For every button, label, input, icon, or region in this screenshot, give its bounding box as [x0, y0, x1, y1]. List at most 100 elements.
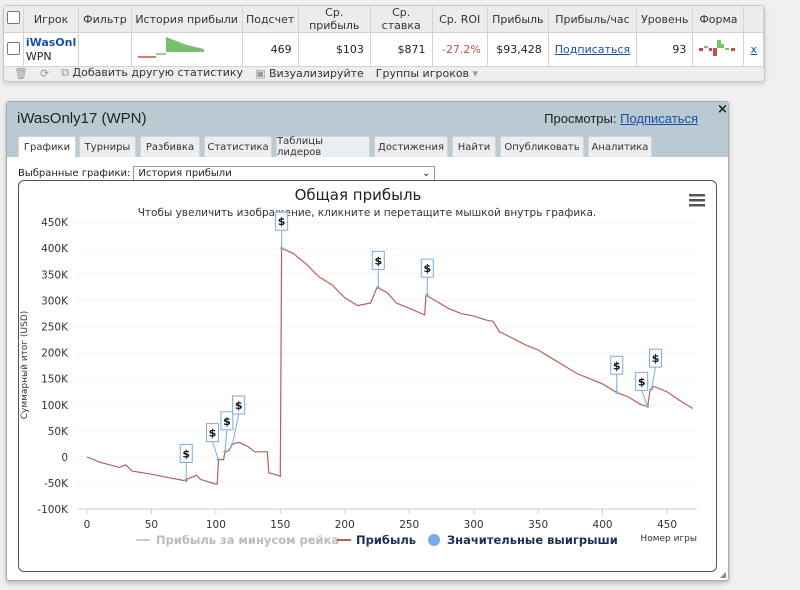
big-win-label: $ — [182, 447, 190, 460]
chart-subtitle: Чтобы увеличить изображение, кликните и … — [138, 207, 597, 219]
views-label: Просмотры: — [544, 111, 617, 126]
y-axis-label: Суммарный итог (USD) — [20, 311, 30, 420]
big-win-marker[interactable]: $ — [275, 211, 289, 250]
y-tick-label: 450K — [41, 217, 69, 229]
y-tick-label: 300K — [41, 295, 69, 307]
close-panel-button[interactable]: × — [717, 102, 728, 117]
trash-icon[interactable]: 🗑 — [14, 66, 28, 80]
col-avg-stake[interactable]: Ср. ставка — [370, 6, 433, 33]
legend-item-big-wins[interactable]: Значительные выигрыши — [428, 533, 618, 547]
y-tick-label: 100K — [41, 400, 69, 412]
x-tick-label: 150 — [270, 519, 290, 531]
network: WPN — [25, 49, 52, 63]
player-link[interactable]: iWasOnl — [25, 35, 77, 49]
tab-publish[interactable]: Опубликовать — [500, 136, 584, 157]
chart-selector-label: Выбранные графики: — [18, 168, 131, 179]
big-win-label: $ — [652, 352, 660, 365]
big-win-marker[interactable]: $ — [635, 371, 650, 408]
big-win-marker[interactable]: $ — [649, 348, 663, 391]
refresh-icon[interactable]: ⟳ — [39, 66, 50, 80]
big-win-label: $ — [613, 359, 621, 372]
big-win-marker[interactable]: $ — [420, 258, 434, 297]
level-cell: 93 — [636, 32, 694, 67]
table-toolbar: 🗑 ⟳ ⧉ Добавить другую статистику ▣ Визуа… — [4, 64, 764, 82]
col-avg-profit[interactable]: Ср. прибыль — [298, 6, 371, 33]
remove-player-button[interactable]: x — [750, 43, 757, 56]
table-row: iWasOnl WPN 469 $103 $871 -27.2% $93,428 … — [4, 32, 764, 67]
col-form[interactable]: Форма — [692, 6, 745, 33]
col-level[interactable]: Уровень — [636, 6, 694, 33]
y-tick-label: 0 — [61, 452, 68, 464]
tab-statistics[interactable]: Статистика — [204, 136, 272, 157]
big-win-marker[interactable]: $ — [205, 423, 220, 462]
player-groups-dropdown[interactable]: Группы игроков ▾ — [376, 67, 478, 80]
col-remove — [743, 6, 764, 33]
big-win-marker[interactable]: $ — [231, 395, 246, 446]
x-tick-label: 100 — [206, 519, 226, 531]
big-win-marker[interactable]: $ — [610, 355, 624, 394]
add-stat-button[interactable]: ⧉ Добавить другую статистику — [61, 66, 243, 80]
x-tick-label: 400 — [593, 519, 613, 531]
big-win-label: $ — [235, 399, 243, 412]
big-win-label: $ — [374, 254, 382, 267]
col-avg-roi[interactable]: Ср. ROI — [432, 6, 488, 33]
resize-handle-icon[interactable]: ◢ — [719, 570, 726, 579]
big-win-label: $ — [209, 427, 217, 440]
col-count[interactable]: Подсчет — [242, 6, 299, 33]
avg-stake-cell: $871 — [370, 32, 433, 67]
filter-cell — [78, 32, 132, 67]
tab-tournaments[interactable]: Турниры — [79, 136, 136, 157]
col-profit[interactable]: Прибыль — [487, 6, 549, 33]
y-tick-label: -50K — [44, 478, 69, 490]
big-win-label: $ — [423, 262, 431, 275]
legend-item-profit[interactable]: Прибыль — [337, 533, 416, 547]
views-subscribe-link[interactable]: Подписаться — [620, 111, 698, 126]
select-all-checkbox[interactable] — [4, 6, 24, 33]
avg-profit-cell: $103 — [298, 32, 371, 67]
y-tick-label: 50K — [48, 426, 69, 438]
big-win-marker[interactable]: $ — [179, 443, 193, 482]
legend-label-big-wins: Значительные выигрыши — [447, 533, 618, 547]
col-player[interactable]: Игрок — [23, 6, 80, 33]
tab-analytics[interactable]: Аналитика — [588, 136, 652, 157]
x-tick-label: 250 — [399, 519, 419, 531]
tab-charts-label: Графики — [18, 136, 76, 158]
player-panel: iWasOnly17 (WPN) Просмотры: Подписаться … — [6, 101, 729, 581]
row-checkbox[interactable] — [4, 32, 24, 67]
copy-icon: ⧉ — [61, 66, 70, 79]
tab-find[interactable]: Найти — [452, 136, 496, 157]
visualize-button[interactable]: ▣ Визуализируйте — [255, 67, 364, 80]
chart-frame — [18, 180, 717, 572]
panel-title: iWasOnly17 (WPN) — [17, 110, 147, 127]
y-tick-label: 400K — [41, 243, 69, 255]
big-win-label: $ — [278, 215, 286, 228]
x-tick-label: 50 — [145, 519, 158, 531]
menu-icon[interactable] — [689, 194, 705, 207]
add-stat-label: Добавить другую статистику — [72, 66, 244, 79]
tab-breakdown[interactable]: Разбивка — [140, 136, 200, 157]
views: Просмотры: Подписаться — [544, 111, 698, 126]
legend-label-profit: Прибыль — [356, 533, 416, 547]
y-tick-label: 200K — [41, 348, 69, 360]
big-win-marker[interactable]: $ — [371, 250, 385, 289]
player-groups-label: Группы игроков — [375, 66, 470, 80]
x-tick-label: 200 — [335, 519, 355, 531]
remove-player-cell: x — [743, 32, 764, 67]
avg-roi-cell: -27.2% — [432, 32, 488, 67]
tab-achievements[interactable]: Достижения — [374, 136, 448, 157]
col-profit-per-hour[interactable]: Прибыль/час — [548, 6, 638, 33]
legend-label-net-profit: Прибыль за минусом рейка — [156, 533, 339, 547]
x-tick-label: 450 — [657, 519, 677, 531]
player-cell: iWasOnl WPN — [23, 32, 80, 67]
tab-leaderboards[interactable]: Таблицы лидеров — [276, 136, 370, 158]
table-header-row: Игрок Фильтр История прибыли Подсчет Ср.… — [4, 6, 764, 33]
col-profit-history[interactable]: История прибыли — [131, 6, 243, 33]
legend-item-net-profit[interactable]: Прибыль за минусом рейка — [136, 533, 339, 547]
visualize-label: Визуализируйте — [268, 66, 364, 80]
col-filter[interactable]: Фильтр — [78, 6, 132, 33]
big-win-marker[interactable]: $ — [220, 411, 234, 454]
caret-down-icon: ▾ — [472, 66, 479, 80]
y-tick-label: 350K — [41, 269, 69, 281]
subscribe-link[interactable]: Подписаться — [554, 43, 631, 56]
